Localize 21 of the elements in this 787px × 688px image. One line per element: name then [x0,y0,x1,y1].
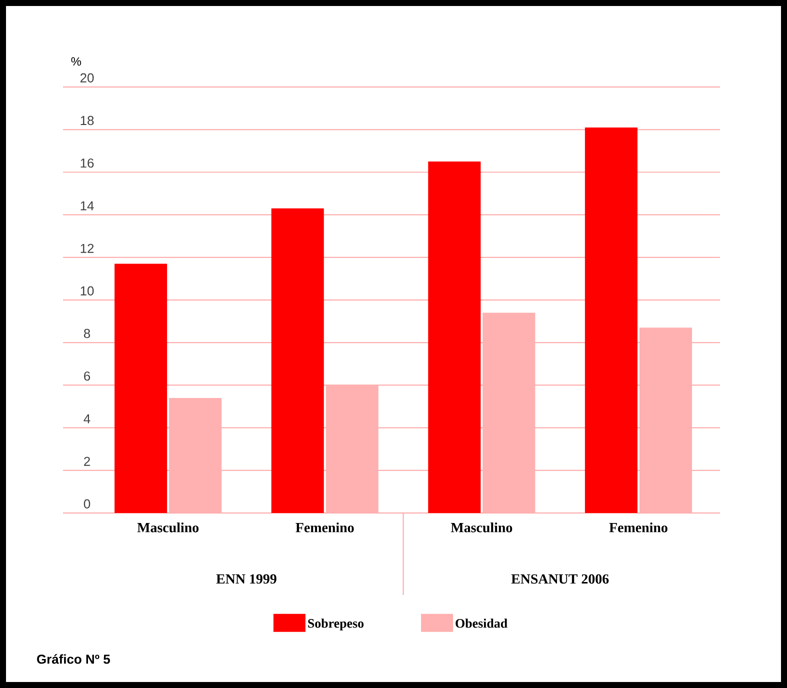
y-axis-title: % [71,57,82,66]
y-tick-label: 16 [80,158,94,168]
x-tick-label: Masculino [137,522,199,532]
y-tick-label: 18 [80,116,94,126]
text: Gráfico Nº 5 [37,654,110,664]
y-tick-label: 6 [84,371,90,381]
y-tick-label: 8 [84,328,90,338]
x-tick-label: Femenino [609,522,668,532]
text: ENSANUT 2006 [511,574,609,584]
y-tick-label: 12 [80,244,94,253]
y-tick-label: 14 [80,201,94,210]
legend-label: Sobrepeso [308,618,364,630]
x-tick-label: Femenino [296,522,354,532]
y-tick-label: 2 [84,456,90,466]
y-tick-label: 20 [80,73,94,82]
y-tick-label: 0 [84,499,90,508]
legend-label: Obesidad [456,618,508,628]
x-tick-label: Masculino [450,522,512,532]
y-tick-label: 10 [80,286,94,296]
text: ENN 1999 [216,574,276,584]
y-tick-label: 4 [84,414,90,424]
